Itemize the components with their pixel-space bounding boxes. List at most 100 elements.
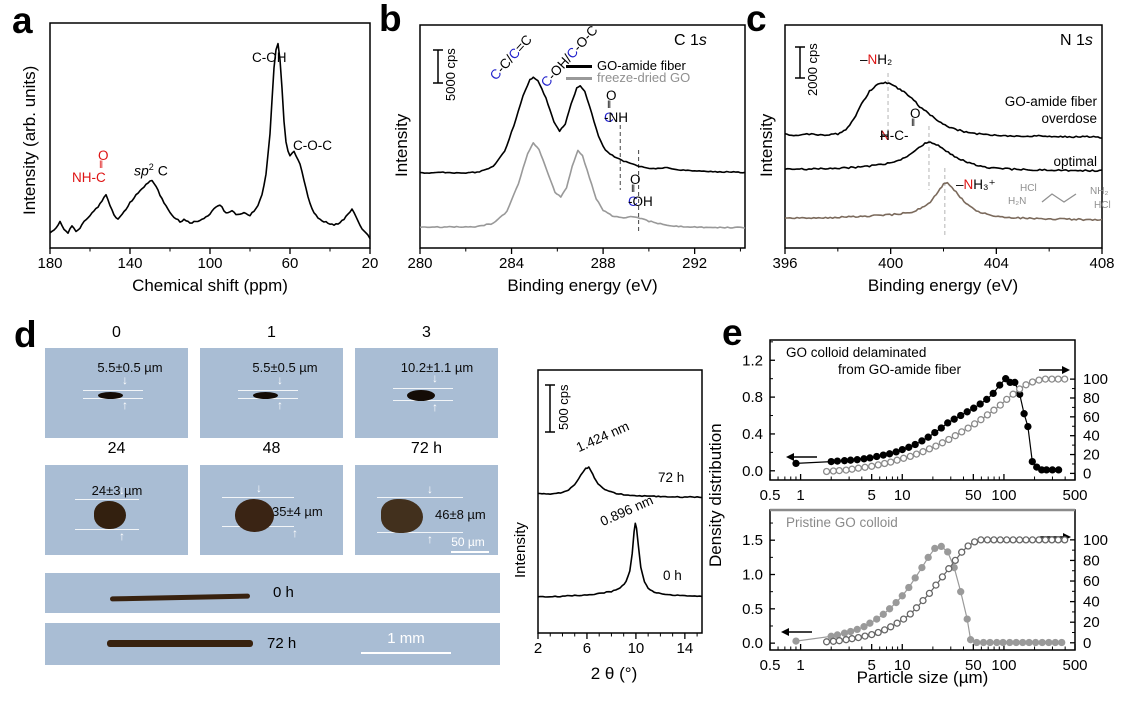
d-micrograph-tile-48h: 35±4 µm ↓ ↑: [200, 465, 343, 555]
b-y-axis-title: Intensity: [392, 113, 411, 177]
c-curve-label-overdose: overdose: [1041, 111, 1097, 126]
xrd-x-axis-title: 2 θ (°): [590, 664, 638, 683]
c-title-main: N 1: [1060, 32, 1085, 49]
tick-label: 404: [984, 255, 1009, 272]
c-molecule-hcl-top: HCl: [1020, 183, 1037, 194]
d-time-label-48: 48: [262, 440, 281, 457]
e-bottom-title: Pristine GO colloid: [786, 515, 898, 530]
tick-label: 1.2: [742, 352, 763, 369]
tick-label: 500: [1062, 657, 1087, 674]
e-x-axis-title: Particle size (µm): [856, 668, 989, 687]
tick-label: 0.5: [760, 657, 781, 674]
c-peak-label-amide: O ‖ – N H-C-: [880, 106, 950, 146]
d-time-label-3: 3: [422, 324, 431, 341]
fiber-side-view: [107, 640, 253, 647]
b-peak-label-amide: O ‖ C -NH: [604, 88, 650, 128]
tick-label: 280: [407, 255, 432, 272]
b-x-axis-title: Binding energy (eV): [507, 276, 658, 295]
a-peak-label-sp2c: sp2 C: [134, 162, 168, 179]
b-amide2-o: O: [630, 172, 641, 187]
d-micrograph-tile-1h: 5.5±0.5 µm ↓ ↑: [200, 348, 343, 438]
c-curve-label-go-amide-fiber: GO-amide fiber: [1004, 94, 1097, 109]
down-arrow-icon: ↓: [277, 373, 283, 387]
c-spectrum-title: N 1s: [1060, 32, 1093, 50]
panel-label-e: e: [722, 312, 743, 353]
tick-label: 1: [796, 487, 804, 504]
c-nh2-n: N: [867, 52, 878, 67]
c-molecule-nh2: NH₂: [1090, 186, 1109, 197]
xrd-y-axis-title: Intensity: [512, 522, 529, 578]
tick-label: 80: [1083, 390, 1100, 407]
d-scalebar-50um: [451, 551, 489, 553]
c-nh3-rest: H₃⁺: [973, 177, 996, 192]
c-y-axis-title: Intensity: [757, 113, 776, 177]
panel-label-a: a: [12, 0, 33, 41]
down-arrow-icon: ↓: [122, 373, 128, 387]
c-amide-double-bond: ‖: [911, 118, 916, 129]
a-sp2-c: C: [153, 162, 168, 179]
down-arrow-icon: ↓: [432, 371, 438, 385]
tick-label: 100: [991, 487, 1016, 504]
tick-label: 20: [362, 255, 379, 272]
d-scalebar-1mm-label: 1 mm: [387, 630, 425, 647]
tick-label: 10: [894, 657, 911, 674]
b-legend-freeze-dried-go: freeze-dried GO: [597, 70, 691, 85]
panel-label-c: c: [746, 0, 767, 39]
d-time-label-1: 1: [267, 324, 276, 341]
e-top-title-line2: from GO-amide fiber: [838, 362, 962, 377]
xrd-scalebar-label: 500 cps: [556, 384, 571, 431]
a-sp2-sp: sp: [134, 162, 149, 179]
tick-label: 20: [1083, 614, 1100, 631]
b-spectrum-title: C 1s: [674, 32, 707, 50]
d-micrograph-tile-72h: 46±8 µm ↓ ↑ 50 µm: [355, 465, 498, 555]
b-amide2-c: C: [628, 194, 638, 209]
d-measure-24h: 24±3 µm: [91, 483, 143, 498]
tick-label: 20: [1083, 447, 1100, 464]
b-title-s: s: [698, 32, 707, 49]
d-measure-1h: 5.5±0.5 µm: [252, 360, 318, 375]
fiber-cross-section: [98, 392, 123, 399]
measurement-line: [75, 499, 139, 500]
c-title-s: s: [1084, 32, 1093, 49]
c-amide-n: N: [880, 128, 890, 143]
c-nh3-n: N: [963, 177, 974, 192]
tick-label: 50: [965, 487, 982, 504]
panel-label-d: d: [14, 314, 37, 355]
a-peak-label-coc: C-O-C: [293, 138, 332, 153]
measurement-line: [238, 390, 298, 391]
b-scalebar-label: 5000 cps: [443, 48, 458, 102]
c-nh2-dash: –: [860, 52, 868, 67]
up-arrow-icon: ↑: [122, 398, 128, 412]
c-peak-label-nh2: –NH₂: [860, 52, 892, 67]
tick-label: 140: [117, 255, 142, 272]
c-amide-o: O: [910, 106, 921, 121]
c-nh3-dash: –: [956, 177, 964, 192]
tick-label: 14: [677, 640, 694, 657]
d-measure-0h: 5.5±0.5 µm: [97, 360, 163, 375]
b-title-main: C 1: [674, 32, 699, 49]
down-arrow-icon: ↓: [256, 481, 262, 495]
tick-label: 50: [965, 657, 982, 674]
b-legend-go-amide-fiber: GO-amide fiber: [597, 58, 686, 73]
tick-label: 40: [1083, 428, 1100, 445]
b-amide1-rest: -NH: [604, 110, 628, 125]
fiber-cross-section: [381, 499, 423, 533]
measurement-line: [75, 529, 139, 530]
a-amide-nhc: NH-C: [72, 170, 106, 185]
e-y-axis-title: Density distribution: [706, 423, 725, 568]
c-peak-label-nh3: –NH₃⁺: [956, 177, 996, 193]
a-peak-label-amide: O ‖ NH-C: [72, 148, 122, 188]
b-amide2-rest: -OH: [628, 194, 653, 209]
tick-label: 500: [1062, 487, 1087, 504]
tick-label: 10: [628, 640, 645, 657]
fiber-side-view: [109, 593, 251, 602]
d-time-label-72: 72 h: [410, 440, 443, 457]
c-curve-label-optimal: optimal: [1053, 154, 1097, 169]
measurement-line: [83, 390, 143, 391]
tick-label: 60: [1083, 409, 1100, 426]
b-amide1-o: O: [606, 88, 617, 103]
fiber-cross-section: [235, 499, 274, 532]
a-y-axis-title: Intensity (arb. units): [20, 65, 39, 215]
